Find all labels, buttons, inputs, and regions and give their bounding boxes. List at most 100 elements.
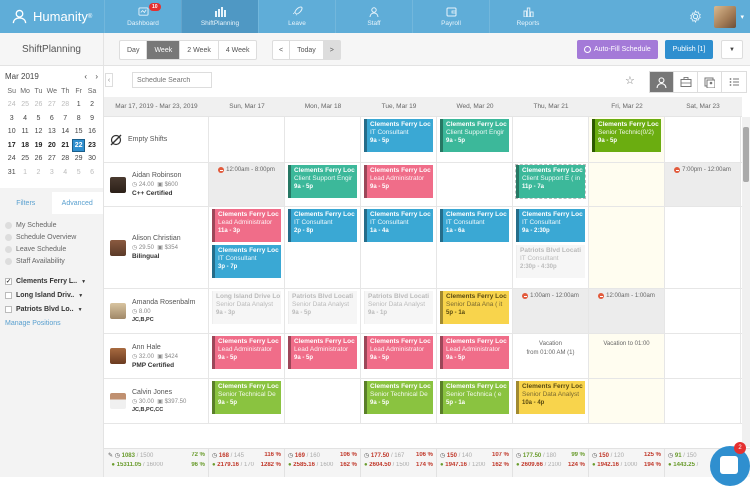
user-avatar[interactable] — [714, 5, 737, 28]
view-schedule-overview[interactable]: Schedule Overview — [5, 234, 98, 241]
shift-block[interactable]: Clements Ferry Loc Client Support Engir 9a… — [288, 165, 357, 198]
grid-cell[interactable] — [437, 163, 513, 206]
calendar-day[interactable]: 24 — [7, 101, 16, 109]
calendar-day[interactable]: 28 — [61, 155, 70, 163]
prev-week-button[interactable]: < — [273, 41, 291, 59]
shift-block[interactable]: Clements Ferry Loc Lead Administrator 9a -… — [212, 336, 281, 369]
calendar-day[interactable]: 10 — [7, 128, 16, 136]
chevron-down-icon[interactable]: ▼ — [77, 306, 83, 313]
range-day-button[interactable]: Day — [120, 41, 148, 59]
shift-block[interactable]: Clements Ferry Loc IT Consultant 9a - 2:30… — [516, 209, 585, 242]
calendar-day[interactable]: 19 — [34, 141, 43, 149]
grid-cell[interactable]: Clements Ferry Loc Client Support Engir 9a… — [285, 163, 361, 206]
view-employee-button[interactable] — [650, 72, 674, 92]
grid-cell[interactable]: Clements Ferry Loc Lead Administrator 9a -… — [285, 334, 361, 378]
grid-cell[interactable]: Clements Ferry Loc Client Support E ( in 1… — [513, 163, 589, 206]
grid-cell[interactable]: Clements Ferry Loc Senior Data Analyst 10a… — [513, 379, 589, 423]
calendar-day[interactable]: 14 — [61, 128, 70, 136]
grid-cell[interactable]: Long Island Drive Lo Senior Data Analyst 9… — [209, 289, 285, 333]
calendar-day[interactable]: 27 — [47, 155, 56, 163]
calendar-day[interactable]: 25 — [21, 155, 29, 163]
grid-cell[interactable]: Clements Ferry Loc Lead Administrator 9a -… — [209, 334, 285, 378]
calendar-day[interactable]: 1 — [76, 101, 81, 109]
grid-cell[interactable]: Vacation to 01:00 — [589, 334, 665, 378]
nav-payroll[interactable]: Payroll — [412, 0, 489, 33]
calendar-day[interactable]: 31 — [7, 168, 16, 176]
employee-info[interactable]: Calvin Jones ◷ 30.00 ▣ $397.50 JC,B,PC,C… — [104, 379, 209, 423]
grid-cell[interactable]: 12:00am - 1:00am — [589, 289, 665, 333]
view-position-button[interactable] — [674, 72, 698, 92]
shift-block-other-location[interactable]: Patriots Blvd Locati Senior Data Analyst 9… — [288, 291, 357, 324]
shift-block[interactable]: Clements Ferry Loc Senior Technic(0/2) 9a … — [592, 119, 661, 152]
calendar-day[interactable]: 28 — [61, 101, 70, 109]
grid-cell[interactable]: Clements Ferry Loc Client Support Engir 9a… — [437, 117, 513, 162]
collapse-sidebar-button[interactable]: ‹ — [105, 73, 113, 87]
star-icon[interactable]: ☆ — [625, 75, 635, 87]
grid-cell[interactable]: Clements Ferry Loc Lead Administrator 9a -… — [361, 163, 437, 206]
calendar-prev-icon[interactable]: ‹ — [84, 72, 88, 81]
autofill-schedule-button[interactable]: Auto-Fill Schedule — [577, 40, 658, 59]
grid-cell[interactable]: Clements Ferry Loc IT Consultant 1a - 4a — [361, 207, 437, 288]
chevron-down-icon[interactable]: ▼ — [81, 278, 87, 285]
calendar-day[interactable]: 5 — [36, 114, 41, 122]
grid-cell[interactable] — [589, 207, 665, 288]
grid-cell[interactable] — [285, 117, 361, 162]
nav-shiftplanning[interactable]: ShiftPlanning — [181, 0, 258, 33]
grid-cell[interactable] — [513, 117, 589, 162]
checkbox[interactable] — [5, 292, 12, 299]
shift-block[interactable]: Clements Ferry Loc Senior Technical De 9a … — [212, 381, 281, 414]
shift-block[interactable]: Clements Ferry Loc Lead Administrator 9a -… — [288, 336, 357, 369]
brand-logo[interactable]: Humanity ® — [0, 0, 104, 33]
calendar-day[interactable]: 21 — [61, 141, 70, 149]
shift-block[interactable]: Clements Ferry Loc IT Consultant 2p - 8p — [288, 209, 357, 242]
view-leave-schedule[interactable]: Leave Schedule — [5, 246, 98, 253]
calendar-day[interactable]: 6 — [90, 168, 94, 176]
shift-block[interactable]: Clements Ferry Loc Client Support E ( in 1… — [515, 164, 586, 199]
calendar-day[interactable]: 23 — [88, 141, 96, 149]
next-week-button[interactable]: > — [323, 41, 340, 59]
calendar-day[interactable]: 11 — [21, 128, 29, 136]
employee-info[interactable]: Alison Christian ◷ 29.50 ▣ $354 Bilingua… — [104, 207, 209, 288]
grid-cell[interactable]: Patriots Blvd Locati Senior Data Analyst 9… — [285, 289, 361, 333]
employee-info[interactable]: Aidan Robinson ◷ 24.00 ▣ $600 C++ Certif… — [104, 163, 209, 206]
today-button[interactable]: Today — [290, 41, 324, 59]
grid-cell[interactable]: Clements Ferry Loc IT Consultant 9a - 5p — [361, 117, 437, 162]
shift-block-other-location[interactable]: Long Island Drive Lo Senior Data Analyst 9… — [212, 291, 281, 324]
calendar-day[interactable]: 2 — [36, 168, 41, 176]
shift-block[interactable]: Clements Ferry Loc Lead Administrator 11a … — [212, 209, 281, 242]
grid-cell[interactable] — [665, 334, 741, 378]
grid-cell[interactable]: Clements Ferry Loc IT Consultant 1a - 6a — [437, 207, 513, 288]
calendar-day[interactable]: 4 — [63, 168, 68, 176]
grid-cell[interactable] — [665, 289, 741, 333]
calendar-day[interactable]: 4 — [23, 114, 28, 122]
shift-block[interactable]: Clements Ferry Loc Senior Technical De 9a … — [364, 381, 433, 414]
tab-advanced[interactable]: Advanced — [51, 192, 103, 214]
calendar-day-selected[interactable]: 22 — [71, 139, 86, 152]
shift-block[interactable]: Clements Ferry Loc Lead Administrator 9a -… — [364, 336, 433, 369]
calendar-day[interactable]: 13 — [47, 128, 56, 136]
view-staff-availability[interactable]: Staff Availability — [5, 258, 98, 265]
view-my-schedule[interactable]: My Schedule — [5, 222, 98, 229]
grid-cell[interactable] — [665, 207, 741, 288]
grid-cell[interactable] — [589, 379, 665, 423]
calendar-day[interactable]: 3 — [9, 114, 14, 122]
nav-dashboard[interactable]: Dashboard 10 — [104, 0, 181, 33]
shift-block[interactable]: Clements Ferry Loc Lead Administrator 9a -… — [364, 165, 433, 198]
calendar-day[interactable]: 27 — [47, 101, 56, 109]
calendar-day[interactable]: 5 — [76, 168, 81, 176]
location-filter-long-island[interactable]: Long Island Driv.. ▼ — [5, 292, 98, 299]
calendar-day[interactable]: 15 — [74, 128, 83, 136]
grid-cell[interactable]: Clements Ferry Loc Lead Administrator 11a … — [209, 207, 285, 288]
view-list-button[interactable] — [722, 72, 746, 92]
calendar-day[interactable]: 26 — [34, 101, 43, 109]
calendar-day[interactable]: 16 — [88, 128, 96, 136]
calendar-day[interactable]: 2 — [90, 101, 94, 109]
nav-staff[interactable]: Staff — [335, 0, 412, 33]
grid-cell[interactable]: Clements Ferry Loc Lead Administrator 9a -… — [361, 334, 437, 378]
grid-cell[interactable]: 1:00am - 12:00am — [513, 289, 589, 333]
calendar-day[interactable]: 12 — [34, 128, 43, 136]
calendar-next-icon[interactable]: › — [95, 72, 98, 81]
scrollbar-thumb[interactable] — [743, 127, 749, 182]
shift-block[interactable]: Clements Ferry Loc IT Consultant 1a - 6a — [440, 209, 509, 242]
grid-cell[interactable] — [665, 379, 741, 423]
